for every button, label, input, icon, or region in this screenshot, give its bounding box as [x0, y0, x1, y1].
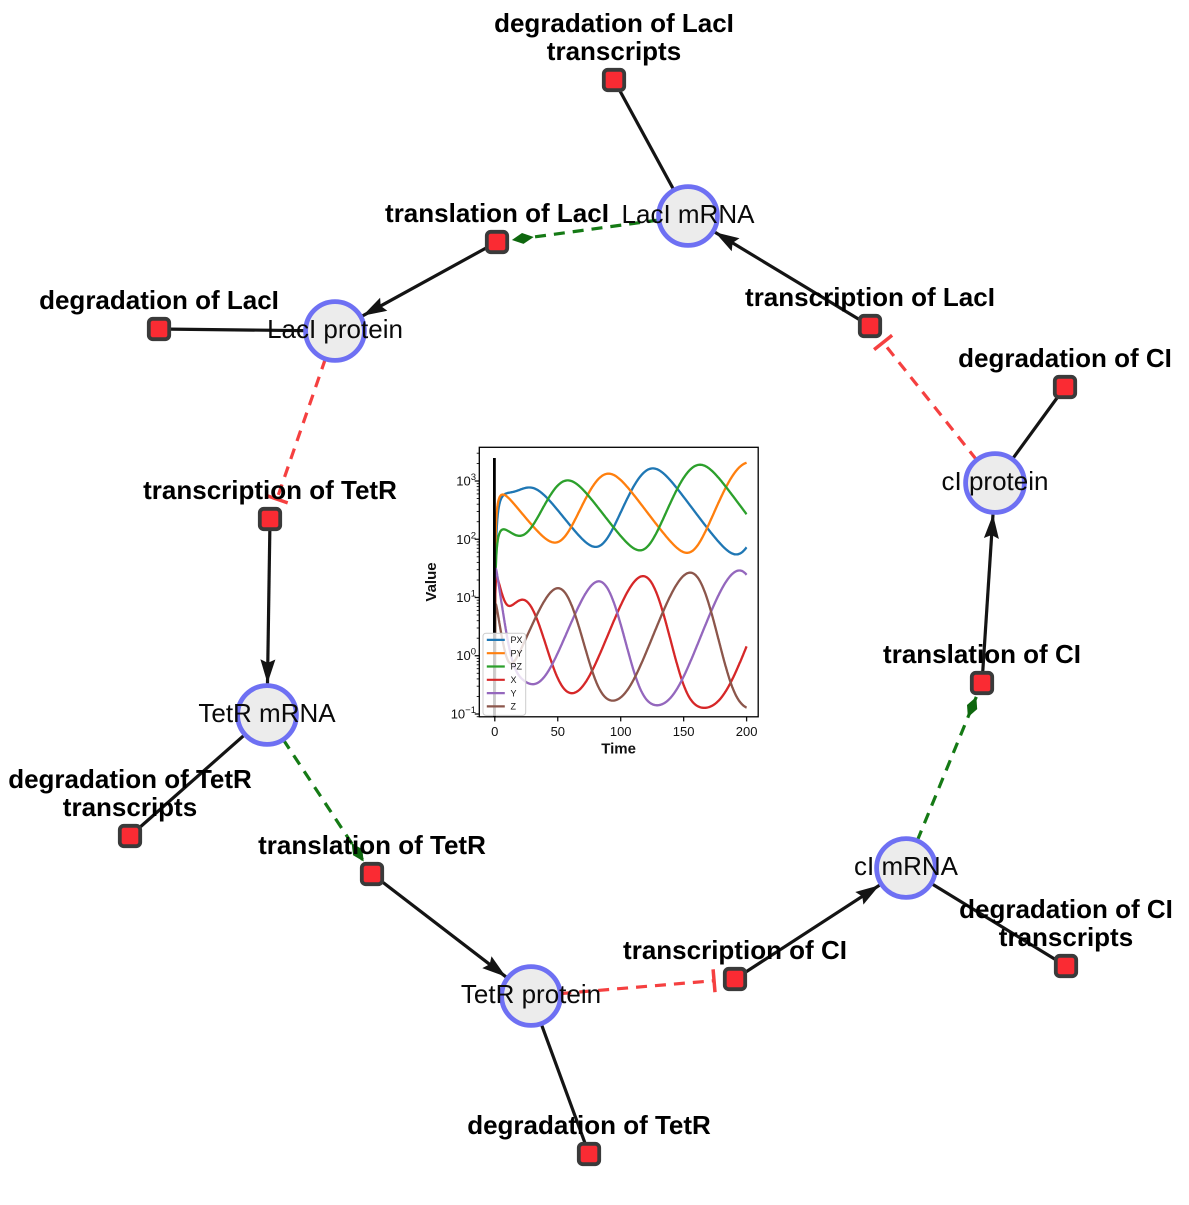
svg-text:degradation of TetR: degradation of TetR	[8, 764, 252, 794]
svg-text:transcription of TetR: transcription of TetR	[143, 475, 397, 505]
svg-text:50: 50	[551, 724, 565, 739]
svg-text:PX: PX	[511, 635, 523, 645]
svg-text:transcription of CI: transcription of CI	[623, 935, 847, 965]
svg-text:degradation of CI: degradation of CI	[959, 894, 1173, 924]
svg-text:LacI mRNA: LacI mRNA	[622, 199, 756, 229]
svg-text:degradation of TetR: degradation of TetR	[467, 1110, 711, 1140]
svg-text:transcription of LacI: transcription of LacI	[745, 282, 995, 312]
svg-text:transcripts: transcripts	[63, 792, 197, 822]
svg-text:Time: Time	[601, 741, 636, 758]
svg-text:TetR mRNA: TetR mRNA	[198, 698, 336, 728]
svg-text:translation of TetR: translation of TetR	[258, 830, 486, 860]
svg-text:degradation of LacI: degradation of LacI	[494, 8, 734, 38]
svg-text:X: X	[511, 675, 517, 685]
svg-text:LacI protein: LacI protein	[267, 314, 403, 344]
svg-text:PY: PY	[511, 648, 523, 658]
svg-text:0: 0	[491, 724, 498, 739]
svg-text:TetR protein: TetR protein	[461, 979, 601, 1009]
svg-text:transcripts: transcripts	[547, 36, 681, 66]
svg-text:translation of CI: translation of CI	[883, 639, 1081, 669]
svg-text:transcripts: transcripts	[999, 922, 1133, 952]
svg-text:degradation of CI: degradation of CI	[958, 343, 1172, 373]
svg-text:translation of LacI: translation of LacI	[385, 198, 609, 228]
svg-text:cI mRNA: cI mRNA	[854, 851, 959, 881]
svg-text:200: 200	[736, 724, 758, 739]
svg-text:cI protein: cI protein	[942, 466, 1049, 496]
svg-text:100: 100	[610, 724, 632, 739]
svg-text:Z: Z	[511, 702, 517, 712]
svg-text:Y: Y	[511, 688, 517, 698]
svg-text:degradation of LacI: degradation of LacI	[39, 285, 279, 315]
svg-text:150: 150	[673, 724, 695, 739]
svg-text:Value: Value	[423, 562, 440, 601]
svg-text:PZ: PZ	[511, 662, 523, 672]
